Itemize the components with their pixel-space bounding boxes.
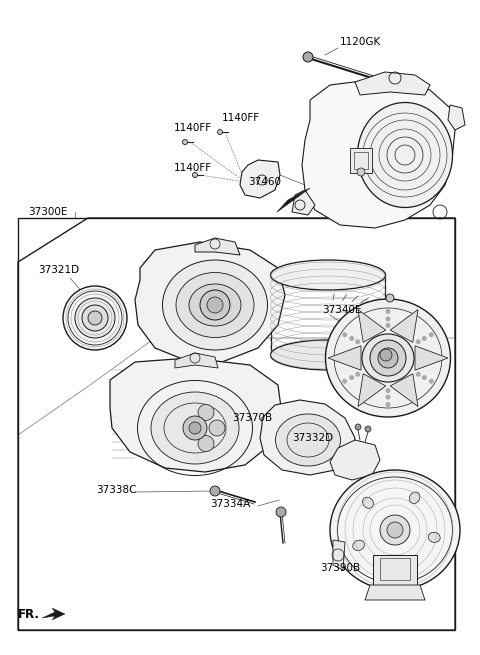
Circle shape bbox=[342, 332, 347, 337]
Text: FR.: FR. bbox=[18, 607, 40, 620]
Text: 1140FF: 1140FF bbox=[174, 123, 212, 133]
Text: 37390B: 37390B bbox=[320, 563, 360, 573]
Polygon shape bbox=[42, 608, 65, 620]
Polygon shape bbox=[135, 242, 285, 362]
Circle shape bbox=[355, 339, 360, 345]
Polygon shape bbox=[292, 190, 315, 215]
Circle shape bbox=[385, 402, 391, 407]
Polygon shape bbox=[415, 346, 448, 370]
Circle shape bbox=[355, 372, 360, 377]
Circle shape bbox=[303, 52, 313, 62]
Text: 1120GK: 1120GK bbox=[340, 37, 381, 47]
Circle shape bbox=[88, 311, 102, 325]
Circle shape bbox=[75, 298, 115, 338]
Circle shape bbox=[182, 140, 188, 145]
Circle shape bbox=[422, 336, 427, 341]
Ellipse shape bbox=[409, 492, 420, 504]
Text: 37338C: 37338C bbox=[96, 485, 136, 495]
Circle shape bbox=[416, 339, 421, 345]
Polygon shape bbox=[390, 374, 418, 407]
Circle shape bbox=[378, 348, 398, 368]
Polygon shape bbox=[333, 540, 345, 570]
Circle shape bbox=[276, 507, 286, 517]
Ellipse shape bbox=[395, 561, 405, 572]
Circle shape bbox=[385, 388, 391, 393]
Circle shape bbox=[198, 404, 214, 421]
Circle shape bbox=[217, 130, 223, 134]
Circle shape bbox=[192, 172, 197, 178]
Ellipse shape bbox=[330, 470, 460, 590]
Polygon shape bbox=[355, 72, 430, 95]
Bar bbox=[380, 558, 410, 580]
Ellipse shape bbox=[271, 340, 385, 370]
Polygon shape bbox=[390, 310, 418, 343]
Ellipse shape bbox=[276, 414, 340, 466]
Polygon shape bbox=[448, 105, 465, 130]
Text: 37334A: 37334A bbox=[210, 499, 250, 509]
Polygon shape bbox=[240, 160, 280, 198]
Bar bbox=[350, 148, 372, 173]
Text: 37332D: 37332D bbox=[292, 433, 333, 443]
Polygon shape bbox=[302, 80, 455, 228]
Circle shape bbox=[380, 515, 410, 545]
Circle shape bbox=[385, 316, 391, 322]
Ellipse shape bbox=[362, 334, 414, 382]
Polygon shape bbox=[330, 440, 380, 480]
Polygon shape bbox=[358, 310, 386, 343]
Text: 37370B: 37370B bbox=[232, 413, 272, 423]
Circle shape bbox=[207, 297, 223, 313]
Circle shape bbox=[365, 426, 371, 432]
Circle shape bbox=[210, 486, 220, 496]
Text: 37340E: 37340E bbox=[322, 305, 361, 315]
Text: 37321D: 37321D bbox=[38, 265, 79, 275]
Text: 37460: 37460 bbox=[248, 177, 281, 187]
Ellipse shape bbox=[189, 284, 241, 326]
Circle shape bbox=[416, 372, 421, 377]
Ellipse shape bbox=[428, 533, 440, 542]
Ellipse shape bbox=[271, 260, 385, 290]
Polygon shape bbox=[195, 238, 240, 255]
Circle shape bbox=[385, 309, 391, 314]
Circle shape bbox=[189, 422, 201, 434]
Circle shape bbox=[183, 416, 207, 440]
Bar bbox=[373, 555, 417, 585]
Circle shape bbox=[386, 294, 394, 302]
Circle shape bbox=[82, 305, 108, 331]
Text: 37300E: 37300E bbox=[28, 207, 67, 217]
Circle shape bbox=[429, 332, 434, 337]
Circle shape bbox=[349, 375, 354, 380]
Ellipse shape bbox=[358, 102, 453, 208]
Circle shape bbox=[63, 286, 127, 350]
Bar bbox=[354, 152, 368, 169]
Circle shape bbox=[380, 349, 392, 361]
Polygon shape bbox=[260, 400, 355, 475]
Polygon shape bbox=[328, 346, 361, 370]
Circle shape bbox=[200, 290, 230, 320]
Circle shape bbox=[209, 420, 225, 436]
Text: 1140FF: 1140FF bbox=[174, 163, 212, 173]
Polygon shape bbox=[358, 374, 386, 407]
Ellipse shape bbox=[362, 497, 373, 508]
Circle shape bbox=[429, 379, 434, 384]
Circle shape bbox=[342, 379, 347, 384]
Ellipse shape bbox=[353, 540, 364, 551]
Circle shape bbox=[385, 394, 391, 400]
Polygon shape bbox=[110, 358, 282, 472]
Circle shape bbox=[349, 336, 354, 341]
Ellipse shape bbox=[163, 260, 267, 350]
Circle shape bbox=[355, 424, 361, 430]
Ellipse shape bbox=[151, 392, 239, 464]
Circle shape bbox=[422, 375, 427, 380]
Circle shape bbox=[370, 340, 406, 376]
Polygon shape bbox=[277, 188, 310, 212]
Ellipse shape bbox=[325, 299, 451, 417]
Polygon shape bbox=[175, 353, 218, 368]
Circle shape bbox=[385, 323, 391, 328]
Polygon shape bbox=[365, 585, 425, 600]
Circle shape bbox=[198, 436, 214, 451]
Circle shape bbox=[387, 522, 403, 538]
Ellipse shape bbox=[176, 272, 254, 337]
Text: 1140FF: 1140FF bbox=[222, 113, 260, 123]
Circle shape bbox=[357, 168, 365, 176]
